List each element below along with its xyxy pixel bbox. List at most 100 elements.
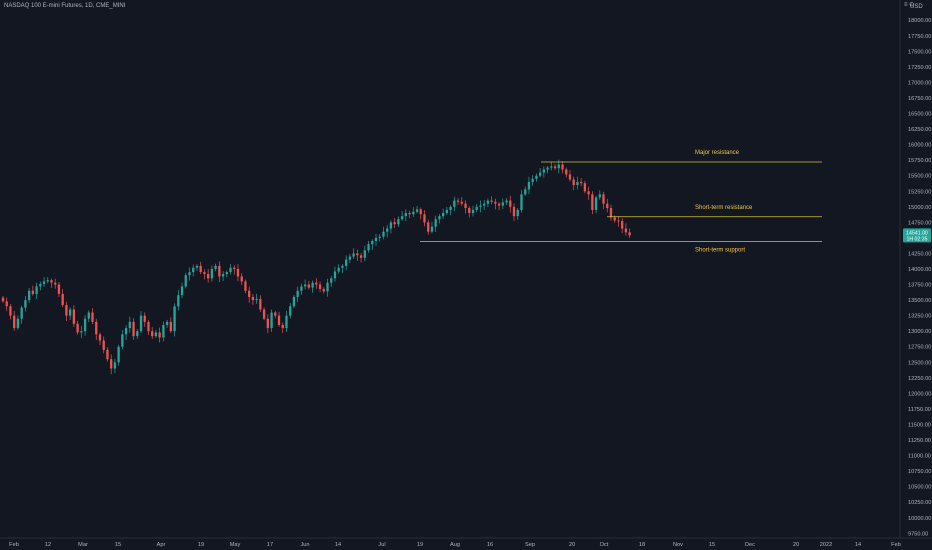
candle-body [345,259,348,266]
candle-body [524,189,527,195]
y-tick-label: 11500.00 [908,422,931,428]
candle-body [400,216,404,220]
candle-body [628,232,631,236]
candle-body [5,301,8,307]
x-tick-label: Dec [745,542,755,548]
x-tick-label: 17 [267,542,273,548]
candle-body [281,324,284,329]
candle-body [262,309,266,319]
candle-body [333,271,337,279]
level-label: Short-term resistance [695,205,753,211]
candle-body [266,318,269,329]
candle-body [404,213,407,217]
candle-body [389,222,393,229]
candle-body [277,315,281,325]
candle-body [31,290,34,294]
candle-body [330,278,333,283]
x-tick-label: 14 [855,542,861,548]
candle-body [110,359,113,369]
y-tick-label: 10250.00 [908,500,931,506]
candle-body [83,318,87,332]
candle-body [475,206,478,210]
candle-body [606,203,609,209]
candle-body [27,290,31,301]
x-tick-label: 20 [793,542,799,548]
candle-body [225,272,228,274]
x-tick-label: May [230,542,241,548]
candle-body [609,208,613,218]
y-tick-label: 14000.00 [908,267,931,273]
candle-body [386,228,389,232]
candle-body [490,200,493,202]
candle-body [363,250,366,258]
y-tick-label: 12500.00 [908,360,931,366]
candle-body [143,315,146,322]
candle-body [594,197,598,210]
candle-body [203,272,206,274]
candle-body [180,286,184,296]
candle-body [438,216,441,220]
candle-body [214,265,217,269]
candle-body [248,290,251,297]
candle-body [46,280,49,282]
x-tick-label: Jul [378,542,385,548]
y-tick-label: 12000.00 [908,391,931,397]
candle-body [95,321,98,335]
candle-body [169,321,172,332]
candle-body [337,267,340,272]
candle-body [602,194,605,204]
candle-body [598,194,601,198]
candle-body [39,283,42,287]
y-tick-label: 17750.00 [908,34,931,40]
y-tick-label: 17500.00 [908,49,931,55]
x-tick-label: Nov [673,542,683,548]
candle-body [80,331,83,333]
candle-body [259,298,262,310]
y-tick-label: 17250.00 [908,65,931,71]
candle-body [132,321,135,337]
candle-body [61,293,64,306]
candle-body [296,290,299,297]
y-tick-label: 10500.00 [908,485,931,491]
x-tick-label: Mar [78,542,88,548]
candle-body [240,276,243,282]
candle-body [300,286,303,291]
settings-icon[interactable]: ≡ ⊙ [904,2,915,8]
y-tick-label: 13250.00 [908,314,931,320]
y-tick-label: 14250.00 [908,251,931,257]
candle-body [106,349,109,360]
y-tick-label: 10000.00 [908,516,931,522]
candle-body [483,203,486,206]
candle-body [520,194,523,210]
candle-body [617,220,620,222]
y-tick-label: 11750.00 [908,407,931,413]
candle-body [397,219,400,225]
candle-body [371,241,374,245]
candle-body [151,331,154,337]
candle-body [136,331,139,337]
candle-body [195,265,199,268]
y-tick-label: 15500.00 [908,174,931,180]
symbol-title: NASDAQ 100 E-mini Futures, 1D, CME_MINI [4,3,126,9]
y-tick-label: 16750.00 [908,96,931,102]
candle-body [453,200,456,207]
candle-body [9,306,12,316]
candle-body [98,334,102,341]
candle-body [154,332,158,337]
candle-body [184,275,187,287]
candle-body [367,244,370,251]
candle-body [427,222,430,232]
x-tick-label: 15 [115,542,121,548]
candle-body [509,200,512,207]
candle-body [352,253,355,257]
candle-body [326,282,329,292]
candle-body [445,209,449,214]
candle-body [1,297,5,302]
y-tick-label: 18000.00 [908,18,931,24]
x-tick-label: 15 [709,542,715,548]
candle-body [460,201,463,204]
candle-body [423,214,426,223]
candle-body [471,209,475,214]
